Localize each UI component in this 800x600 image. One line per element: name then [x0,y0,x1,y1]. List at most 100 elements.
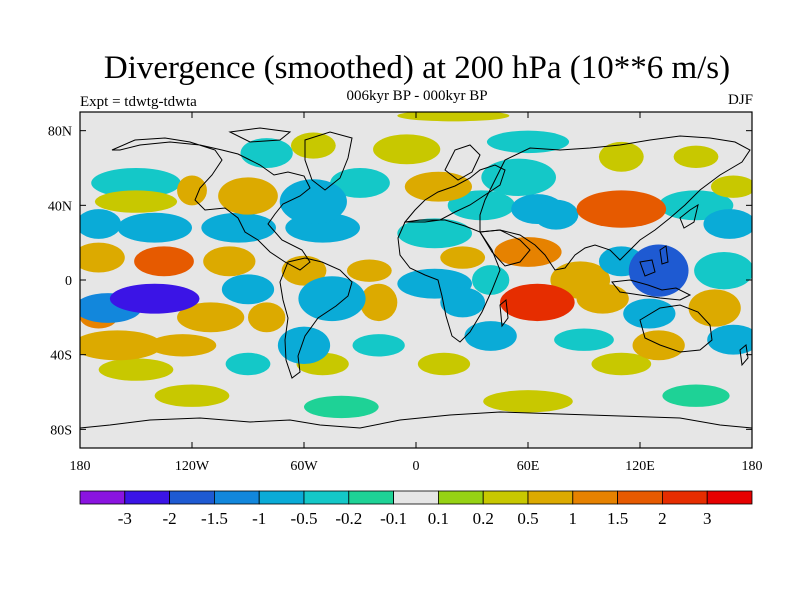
anomaly-cell-58 [554,328,614,351]
anomaly-cell-3 [373,134,441,165]
anomaly-cell-55 [277,326,331,365]
anomaly-cell-60 [707,324,752,355]
x-axis: 180 120W 60W 0 60E 120E 180 [70,112,763,474]
season-label: DJF [727,92,753,108]
anomaly-cell-68 [483,390,573,413]
colorbar-swatch-5 [303,490,350,505]
anomaly-cell-33 [346,259,392,282]
colorbar-swatch-12 [617,490,663,505]
anomaly-cell-13 [404,171,472,202]
colorbar-legend: -3 -2 -1.5 -1 -0.5 -0.2 -0.1 0.1 0.2 0.5 1 1.5 2 3 [79,490,753,528]
x-tick-label-0: 180 [70,459,91,474]
x-tick-label-2: 60W [290,459,318,474]
anomaly-cell-21 [533,199,579,230]
anomaly-cell-7 [91,168,181,198]
anomaly-cell-10 [218,177,278,215]
colorbar-label-5: -0.2 [335,509,362,528]
chart-subtitle: 006kyr BP - 000kyr BP [346,88,488,104]
anomaly-cell-63 [417,352,471,376]
anomaly-cell-8 [94,190,178,213]
anomaly-cell-69 [662,384,730,407]
anomaly-cell-11 [279,179,347,225]
anomaly-cell-37 [472,265,510,295]
anomaly-cell-67 [304,395,379,419]
anomaly-cell-26 [397,218,472,249]
anomaly-cell-20 [710,175,752,198]
anomaly-cell-46 [247,302,286,333]
anomaly-cell-23 [117,212,192,243]
anomaly-cell-61 [225,352,271,376]
colorbar-swatch-0 [79,490,126,505]
anomaly-cell-52 [688,289,741,327]
anomaly-cell-2 [290,132,336,159]
colorbar-label-10: 1 [569,509,578,528]
anomaly-cell-22 [80,209,122,239]
colorbar-swatch-6 [348,490,394,505]
anomaly-cell-51 [623,298,676,329]
anomaly-cell-24 [201,212,276,243]
map-plot-area [79,111,753,449]
colorbar-swatch-3 [213,490,260,505]
anomaly-cell-41 [694,252,752,290]
anomaly-cell-45 [177,302,245,333]
anomaly-cell-19 [703,209,752,239]
anomaly-cell-5 [598,141,644,172]
y-tick-label-4: 80S [50,423,72,438]
anomaly-cell-64 [98,358,174,381]
anomaly-cell-4 [486,130,570,154]
colorbar-label-6: -0.1 [380,509,407,528]
anomaly-cell-66 [154,384,230,407]
anomaly-cell-57 [464,321,517,351]
anomaly-cell-65 [591,352,652,376]
y-tick-label-3: 40S [50,349,72,364]
x-tick-label-4: 60E [517,459,540,474]
anomaly-cell-6 [673,145,719,168]
anomaly-cell-28 [440,246,486,269]
colorbar-label-2: -1.5 [201,509,228,528]
colorbar-swatch-1 [124,490,171,505]
colorbar-label-8: 0.2 [473,509,494,528]
anomaly-cell-50 [576,283,629,314]
anomaly-cell-42 [109,283,200,314]
colorbar-swatch-8 [437,490,484,505]
y-tick-label-2: 0 [65,274,72,289]
colorbar-label-0: -3 [118,509,132,528]
anomaly-cell-47 [360,283,398,322]
colorbar-swatch-14 [706,490,753,505]
y-tick-label-1: 40N [48,199,72,214]
colorbar-label-1: -2 [163,509,177,528]
anomaly-cell-32 [281,255,327,286]
colorbar-label-13: 3 [703,509,712,528]
colorbar-swatch-2 [169,490,215,505]
anomaly-cell-9 [177,175,207,206]
colorbar-label-12: 2 [658,509,667,528]
colorbar-swatch-9 [482,490,529,505]
colorbar-label-9: 0.5 [517,509,538,528]
colorbar-swatch-4 [258,490,305,505]
anomaly-cell-30 [134,246,194,277]
coastlines [80,127,752,429]
colorbar-label-4: -0.5 [291,509,318,528]
y-tick-label-0: 80N [48,125,72,140]
anomaly-cell-34 [221,274,275,305]
experiment-label: Expt = tdwtg-tdwta [80,94,197,110]
chart-title: Divergence (smoothed) at 200 hPa (10**6 … [103,50,731,86]
anomaly-cell-17 [576,190,667,228]
x-tick-label-3: 0 [413,459,420,474]
x-tick-label-6: 180 [742,459,763,474]
colorbar-swatch-13 [662,490,708,505]
anomaly-cell-0 [397,112,510,122]
colorbar-swatch-7 [393,490,439,505]
colorbar-label-7: 0.1 [428,509,449,528]
y-axis: 80N 40N 0 40S 80S [48,125,752,438]
anomaly-cell-31 [203,246,256,277]
anomaly-cell-29 [80,242,125,273]
colorbar-swatch-10 [527,490,574,505]
anomaly-cell-15 [447,190,515,221]
x-tick-label-1: 120W [175,459,210,474]
colorbar-swatch-11 [572,490,618,505]
anomaly-cell-56 [352,334,405,357]
anomaly-cell-12 [330,168,390,198]
anomaly-field [80,112,752,419]
